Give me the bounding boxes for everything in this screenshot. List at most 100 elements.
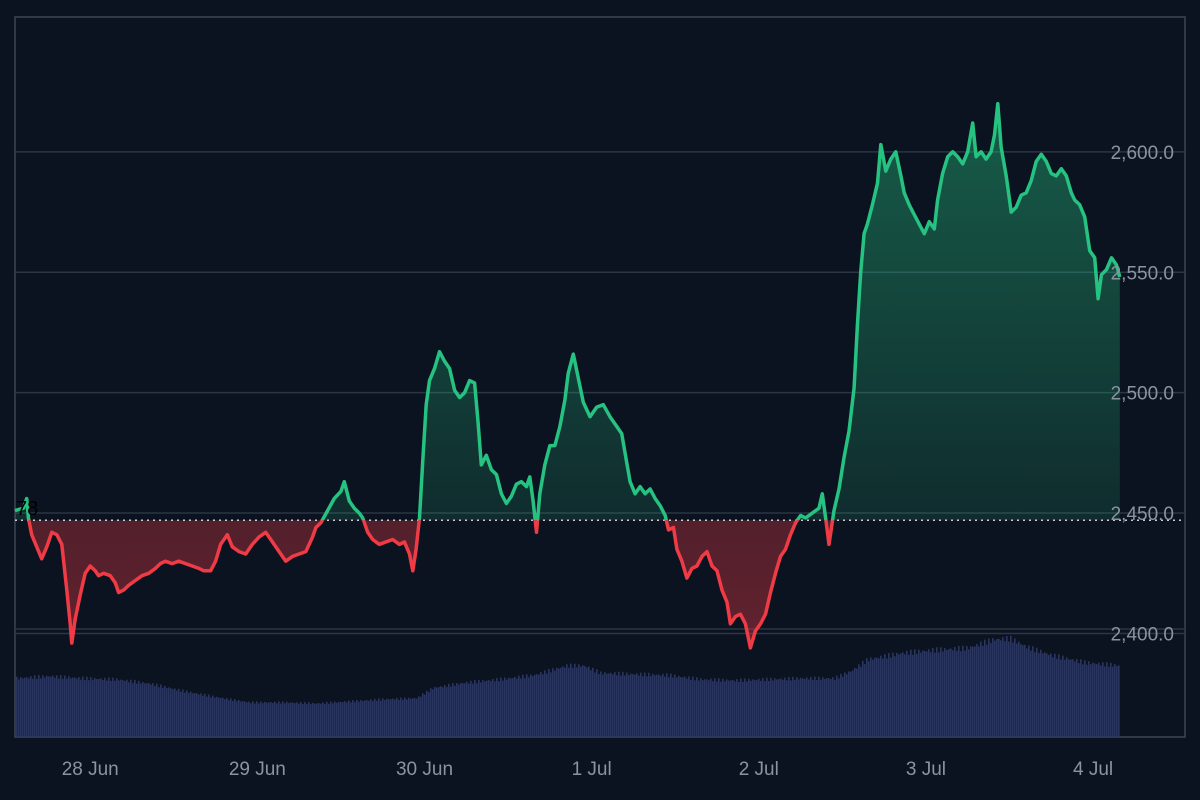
volume-bar bbox=[698, 680, 700, 737]
volume-bar bbox=[282, 701, 284, 737]
volume-bar bbox=[446, 687, 448, 737]
volume-bar bbox=[144, 683, 146, 737]
volume-bar bbox=[790, 680, 792, 737]
volume-bar bbox=[832, 677, 834, 737]
volume-bar bbox=[878, 658, 880, 737]
volume-bar bbox=[570, 663, 572, 737]
volume-bar bbox=[74, 677, 76, 737]
volume-bar bbox=[254, 703, 256, 737]
volume-bar bbox=[60, 675, 62, 737]
volume-bar bbox=[852, 670, 854, 737]
volume-bar bbox=[628, 674, 630, 737]
volume-bar bbox=[576, 667, 578, 737]
volume-bar bbox=[742, 681, 744, 737]
volume-bar bbox=[324, 703, 326, 737]
volume-bar bbox=[728, 680, 730, 737]
volume-bar bbox=[836, 675, 838, 737]
volume-bar bbox=[1040, 649, 1042, 737]
volume-bar bbox=[460, 683, 462, 737]
volume-bar bbox=[344, 701, 346, 737]
volume-bar bbox=[32, 678, 34, 737]
volume-bar bbox=[298, 703, 300, 737]
volume-bar bbox=[236, 701, 238, 737]
volume-bar bbox=[386, 698, 388, 737]
volume-bar bbox=[56, 675, 58, 737]
volume-bar bbox=[650, 676, 652, 737]
volume-bar bbox=[504, 677, 506, 737]
volume-bar bbox=[904, 654, 906, 737]
volume-bar bbox=[900, 653, 902, 737]
volume-bar bbox=[392, 698, 394, 737]
volume-bar bbox=[674, 674, 676, 737]
volume-bar bbox=[1078, 663, 1080, 737]
volume-bar bbox=[1012, 642, 1014, 737]
volume-bar bbox=[910, 649, 912, 737]
volume-bar bbox=[812, 680, 814, 737]
volume-bar bbox=[98, 679, 100, 737]
volume-bar bbox=[312, 702, 314, 737]
volume-bar bbox=[692, 676, 694, 737]
volume-bar bbox=[286, 701, 288, 737]
volume-bar bbox=[340, 702, 342, 737]
volume-bar bbox=[682, 677, 684, 737]
volume-bar bbox=[888, 653, 890, 737]
volume-bar bbox=[546, 673, 548, 737]
volume-bar bbox=[702, 680, 704, 737]
volume-bar bbox=[476, 683, 478, 737]
volume-bar bbox=[912, 654, 914, 737]
volume-bar bbox=[412, 698, 414, 737]
volume-bar bbox=[618, 671, 620, 737]
volume-bar bbox=[724, 681, 726, 737]
volume-bar bbox=[694, 680, 696, 737]
volume-bar bbox=[170, 688, 172, 737]
y-axis-labels: 2,400.0 2,450.0 2,500.0 2,550.0 2,600.0 bbox=[1111, 143, 1174, 646]
volume-bar bbox=[384, 699, 386, 737]
volume-bar bbox=[862, 660, 864, 737]
volume-bar bbox=[318, 703, 320, 737]
volume-bar bbox=[148, 683, 150, 737]
volume-bar bbox=[1054, 653, 1056, 737]
volume-bar bbox=[656, 674, 658, 737]
volume-bar bbox=[808, 679, 810, 737]
volume-bar bbox=[106, 680, 108, 737]
volume-bar bbox=[190, 691, 192, 737]
volume-bar bbox=[222, 697, 224, 737]
volume-bar bbox=[314, 703, 316, 737]
volume-bar bbox=[834, 679, 836, 737]
volume-bar bbox=[1046, 653, 1048, 737]
volume-bar bbox=[478, 679, 480, 737]
volume-bar bbox=[520, 678, 522, 737]
volume-bar bbox=[818, 676, 820, 737]
volume-bar bbox=[964, 650, 966, 737]
volume-bar bbox=[418, 696, 420, 737]
volume-bar bbox=[644, 672, 646, 737]
volume-bar bbox=[788, 677, 790, 737]
volume-bar bbox=[696, 677, 698, 737]
volume-bar bbox=[534, 674, 536, 737]
volume-bar bbox=[184, 692, 186, 737]
volume-bar bbox=[456, 682, 458, 737]
volume-bar bbox=[592, 667, 594, 737]
volume-bar bbox=[924, 651, 926, 737]
volume-bar bbox=[438, 687, 440, 737]
volume-bar bbox=[600, 671, 602, 737]
volume-bar bbox=[370, 699, 372, 737]
volume-bar bbox=[660, 675, 662, 737]
volume-bar bbox=[394, 699, 396, 737]
volume-bar bbox=[238, 700, 240, 737]
volume-bar bbox=[450, 686, 452, 737]
volume-bar bbox=[244, 701, 246, 737]
volume-bar bbox=[898, 654, 900, 737]
volume-bar bbox=[110, 680, 112, 737]
volume-bar bbox=[652, 673, 654, 737]
volume-bar bbox=[1100, 665, 1102, 737]
volume-bar bbox=[638, 675, 640, 737]
volume-bar bbox=[376, 700, 378, 737]
volume-bar bbox=[194, 693, 196, 737]
volume-bar bbox=[1094, 663, 1096, 737]
volume-bar bbox=[1074, 661, 1076, 737]
volume-bar bbox=[522, 674, 524, 737]
volume-bar bbox=[104, 677, 106, 737]
volume-bar bbox=[828, 678, 830, 737]
y-tick-label: 2,400.0 bbox=[1111, 624, 1174, 645]
